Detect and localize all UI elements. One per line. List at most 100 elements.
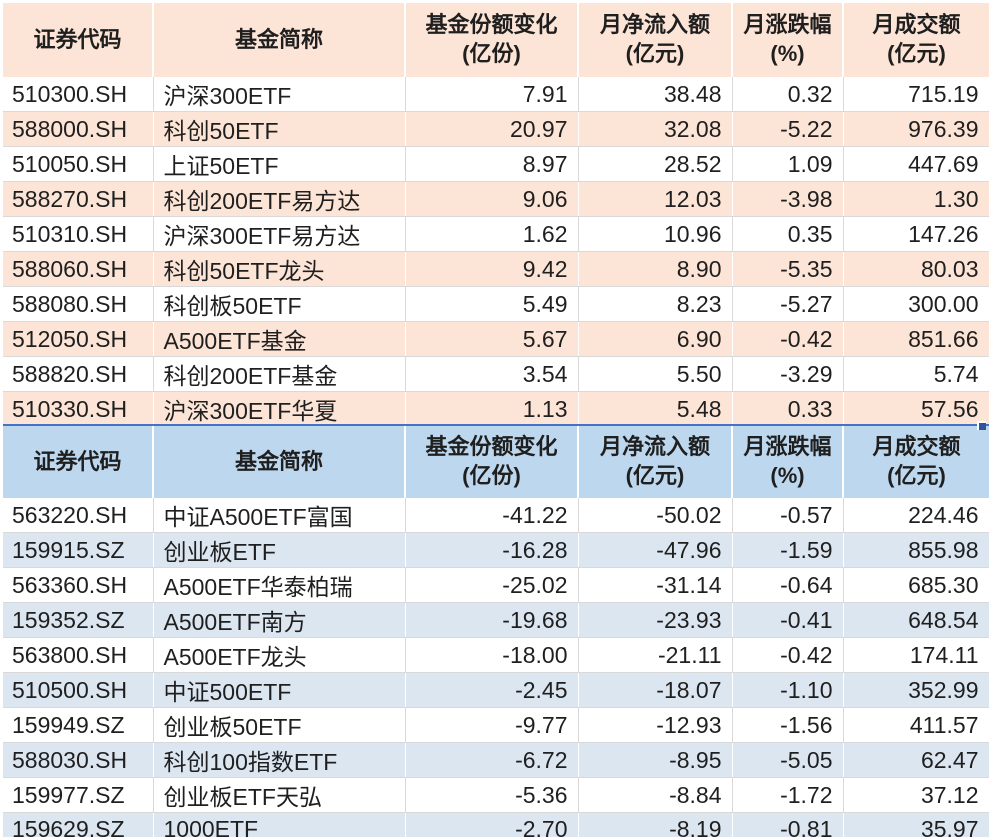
cell-security-code[interactable]: 510330.SH	[3, 391, 154, 426]
cell-turnover[interactable]: 685.30	[843, 567, 989, 603]
cell-fund-name[interactable]: 1000ETF	[153, 812, 406, 837]
cell-turnover[interactable]: 62.47	[843, 742, 989, 778]
cell-security-code[interactable]: 588080.SH	[3, 286, 154, 322]
cell-turnover[interactable]: 224.46	[843, 498, 989, 533]
cell-monthly-change[interactable]: -3.29	[732, 356, 844, 392]
header-fund-name[interactable]: 基金简称	[153, 426, 406, 498]
cell-share-change[interactable]: -19.68	[405, 602, 579, 638]
cell-share-change[interactable]: 9.42	[405, 251, 579, 287]
cell-share-change[interactable]: 20.97	[405, 111, 579, 147]
cell-share-change[interactable]: -5.36	[405, 777, 579, 813]
cell-turnover[interactable]: 174.11	[843, 637, 989, 673]
cell-net-inflow[interactable]: 8.23	[578, 286, 733, 322]
cell-fund-name[interactable]: 中证500ETF	[153, 672, 406, 708]
header-monthly-change[interactable]: 月涨跌幅 (%)	[732, 3, 844, 77]
cell-security-code[interactable]: 563220.SH	[3, 498, 154, 533]
cell-net-inflow[interactable]: 10.96	[578, 216, 733, 252]
cell-net-inflow[interactable]: -8.95	[578, 742, 733, 778]
cell-monthly-change[interactable]: -0.81	[732, 812, 844, 837]
header-security-code[interactable]: 证券代码	[3, 426, 154, 498]
cell-net-inflow[interactable]: 8.90	[578, 251, 733, 287]
cell-turnover[interactable]: 851.66	[843, 321, 989, 357]
cell-net-inflow[interactable]: -8.19	[578, 812, 733, 837]
cell-turnover[interactable]: 35.97	[843, 812, 989, 837]
cell-share-change[interactable]: 3.54	[405, 356, 579, 392]
header-security-code[interactable]: 证券代码	[3, 3, 154, 77]
cell-fund-name[interactable]: 科创50ETF龙头	[153, 251, 406, 287]
cell-share-change[interactable]: 5.49	[405, 286, 579, 322]
cell-fund-name[interactable]: 科创板50ETF	[153, 286, 406, 322]
cell-share-change[interactable]: -16.28	[405, 532, 579, 568]
cell-fund-name[interactable]: A500ETF基金	[153, 321, 406, 357]
cell-net-inflow[interactable]: 38.48	[578, 77, 733, 112]
cell-share-change[interactable]: 5.67	[405, 321, 579, 357]
cell-turnover[interactable]: 37.12	[843, 777, 989, 813]
cell-net-inflow[interactable]: 12.03	[578, 181, 733, 217]
cell-turnover[interactable]: 411.57	[843, 707, 989, 743]
cell-net-inflow[interactable]: -47.96	[578, 532, 733, 568]
cell-turnover[interactable]: 855.98	[843, 532, 989, 568]
cell-share-change[interactable]: 9.06	[405, 181, 579, 217]
cell-share-change[interactable]: -41.22	[405, 498, 579, 533]
cell-share-change[interactable]: 8.97	[405, 146, 579, 182]
cell-turnover[interactable]: 57.56	[843, 391, 989, 426]
cell-turnover[interactable]: 1.30	[843, 181, 989, 217]
cell-net-inflow[interactable]: 5.48	[578, 391, 733, 426]
cell-monthly-change[interactable]: -0.41	[732, 602, 844, 638]
cell-security-code[interactable]: 510310.SH	[3, 216, 154, 252]
cell-net-inflow[interactable]: 5.50	[578, 356, 733, 392]
cell-share-change[interactable]: 1.13	[405, 391, 579, 426]
header-net-inflow[interactable]: 月净流入额 (亿元)	[578, 3, 733, 77]
cell-net-inflow[interactable]: -18.07	[578, 672, 733, 708]
cell-monthly-change[interactable]: -5.35	[732, 251, 844, 287]
cell-monthly-change[interactable]: -5.05	[732, 742, 844, 778]
cell-fund-name[interactable]: 沪深300ETF易方达	[153, 216, 406, 252]
cell-security-code[interactable]: 159915.SZ	[3, 532, 154, 568]
cell-fund-name[interactable]: 中证A500ETF富国	[153, 498, 406, 533]
cell-security-code[interactable]: 588030.SH	[3, 742, 154, 778]
cell-fund-name[interactable]: 创业板ETF天弘	[153, 777, 406, 813]
cell-share-change[interactable]: 1.62	[405, 216, 579, 252]
header-turnover[interactable]: 月成交额 (亿元)	[843, 426, 989, 498]
cell-monthly-change[interactable]: 0.33	[732, 391, 844, 426]
header-fund-name[interactable]: 基金简称	[153, 3, 406, 77]
cell-net-inflow[interactable]: -23.93	[578, 602, 733, 638]
cell-net-inflow[interactable]: -8.84	[578, 777, 733, 813]
cell-security-code[interactable]: 159949.SZ	[3, 707, 154, 743]
header-net-inflow[interactable]: 月净流入额 (亿元)	[578, 426, 733, 498]
cell-fund-name[interactable]: 创业板50ETF	[153, 707, 406, 743]
cell-monthly-change[interactable]: -1.59	[732, 532, 844, 568]
header-share-change[interactable]: 基金份额变化 (亿份)	[405, 426, 579, 498]
cell-net-inflow[interactable]: -31.14	[578, 567, 733, 603]
cell-security-code[interactable]: 588270.SH	[3, 181, 154, 217]
cell-fund-name[interactable]: 科创50ETF	[153, 111, 406, 147]
cell-net-inflow[interactable]: 6.90	[578, 321, 733, 357]
cell-turnover[interactable]: 5.74	[843, 356, 989, 392]
cell-security-code[interactable]: 159352.SZ	[3, 602, 154, 638]
cell-monthly-change[interactable]: 1.09	[732, 146, 844, 182]
cell-turnover[interactable]: 300.00	[843, 286, 989, 322]
cell-share-change[interactable]: -2.70	[405, 812, 579, 837]
cell-net-inflow[interactable]: 32.08	[578, 111, 733, 147]
cell-monthly-change[interactable]: -1.72	[732, 777, 844, 813]
cell-net-inflow[interactable]: -12.93	[578, 707, 733, 743]
cell-monthly-change[interactable]: -0.42	[732, 321, 844, 357]
cell-security-code[interactable]: 510500.SH	[3, 672, 154, 708]
cell-security-code[interactable]: 510050.SH	[3, 146, 154, 182]
cell-fund-name[interactable]: A500ETF南方	[153, 602, 406, 638]
cell-turnover[interactable]: 147.26	[843, 216, 989, 252]
cell-turnover[interactable]: 352.99	[843, 672, 989, 708]
cell-security-code[interactable]: 510300.SH	[3, 77, 154, 112]
cell-fund-name[interactable]: A500ETF龙头	[153, 637, 406, 673]
cell-net-inflow[interactable]: 28.52	[578, 146, 733, 182]
cell-fund-name[interactable]: 沪深300ETF华夏	[153, 391, 406, 426]
cell-share-change[interactable]: -9.77	[405, 707, 579, 743]
cell-share-change[interactable]: -2.45	[405, 672, 579, 708]
header-share-change[interactable]: 基金份额变化 (亿份)	[405, 3, 579, 77]
cell-monthly-change[interactable]: 0.35	[732, 216, 844, 252]
cell-net-inflow[interactable]: -50.02	[578, 498, 733, 533]
cell-monthly-change[interactable]: -5.22	[732, 111, 844, 147]
cell-fund-name[interactable]: 科创200ETF基金	[153, 356, 406, 392]
cell-fund-name[interactable]: 科创200ETF易方达	[153, 181, 406, 217]
cell-fund-name[interactable]: A500ETF华泰柏瑞	[153, 567, 406, 603]
